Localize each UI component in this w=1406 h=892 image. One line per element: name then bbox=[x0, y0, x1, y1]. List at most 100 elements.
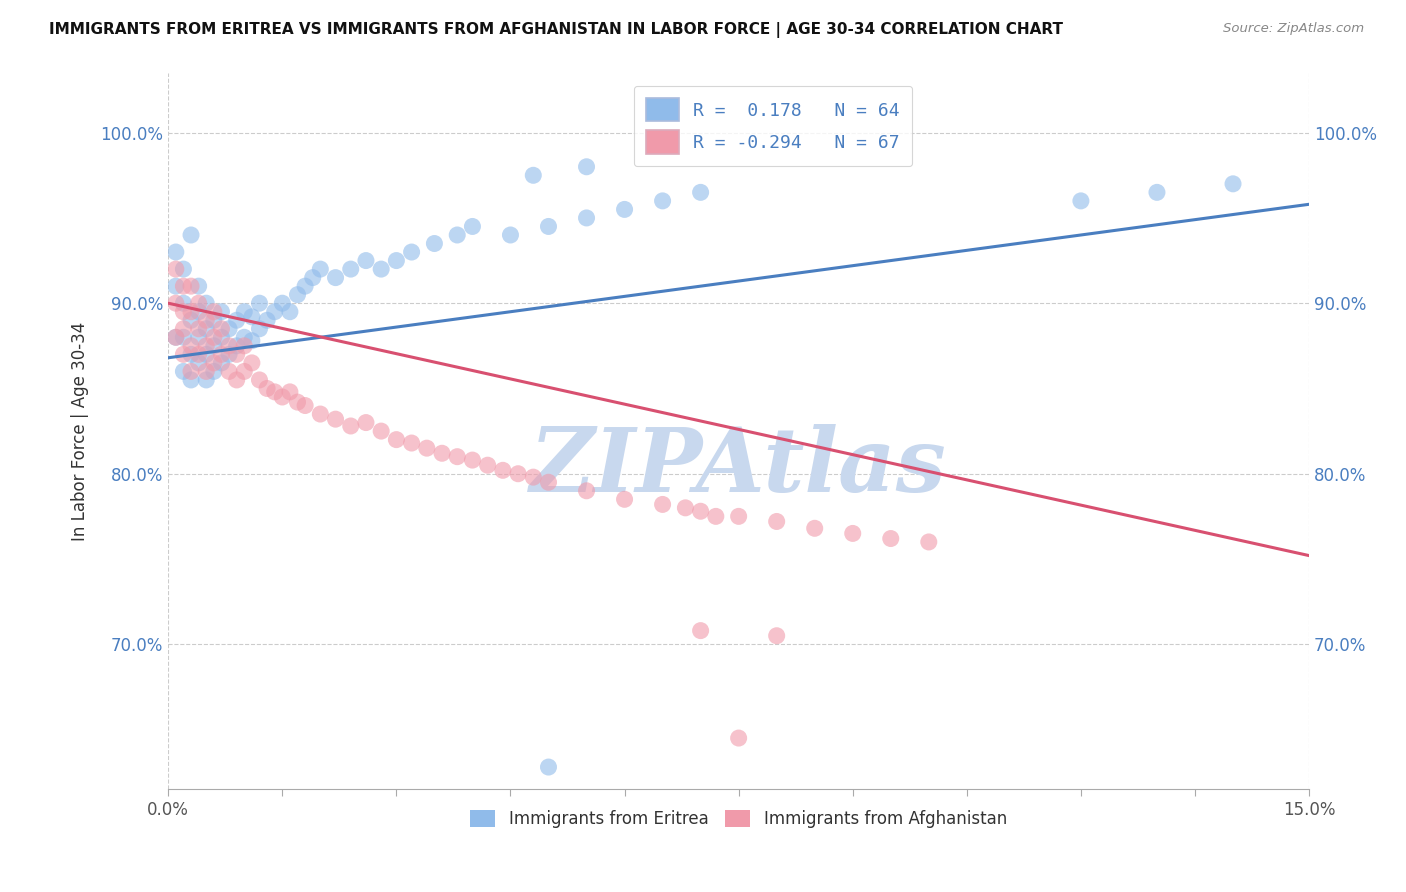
Point bbox=[256, 382, 278, 396]
Point bbox=[492, 463, 515, 477]
Point bbox=[803, 521, 825, 535]
Point bbox=[430, 446, 453, 460]
Point bbox=[195, 373, 218, 387]
Point bbox=[278, 304, 301, 318]
Point bbox=[575, 160, 598, 174]
Point bbox=[522, 169, 544, 183]
Point bbox=[233, 339, 256, 353]
Point bbox=[918, 535, 941, 549]
Point bbox=[499, 227, 522, 242]
Point bbox=[187, 356, 209, 370]
Point bbox=[165, 330, 187, 344]
Point bbox=[461, 453, 484, 467]
Point bbox=[301, 270, 323, 285]
Point bbox=[651, 498, 673, 512]
Point bbox=[211, 330, 233, 344]
Point bbox=[385, 253, 408, 268]
Point bbox=[278, 384, 301, 399]
Point bbox=[195, 339, 218, 353]
Point bbox=[401, 436, 423, 450]
Point bbox=[172, 322, 194, 336]
Point bbox=[1146, 186, 1168, 200]
Point bbox=[172, 262, 194, 277]
Point bbox=[187, 322, 209, 336]
Point bbox=[537, 219, 560, 234]
Point bbox=[339, 419, 361, 434]
Point bbox=[575, 211, 598, 225]
Point bbox=[180, 347, 202, 361]
Point bbox=[211, 356, 233, 370]
Point bbox=[165, 245, 187, 260]
Point bbox=[727, 509, 749, 524]
Point bbox=[249, 296, 271, 310]
Point bbox=[370, 262, 392, 277]
Legend: Immigrants from Eritrea, Immigrants from Afghanistan: Immigrants from Eritrea, Immigrants from… bbox=[464, 803, 1014, 835]
Point bbox=[225, 313, 247, 327]
Point bbox=[325, 412, 347, 426]
Point bbox=[172, 330, 194, 344]
Point bbox=[240, 334, 263, 348]
Point bbox=[385, 433, 408, 447]
Point bbox=[309, 407, 332, 421]
Point bbox=[651, 194, 673, 208]
Point bbox=[180, 339, 202, 353]
Point bbox=[195, 296, 218, 310]
Point bbox=[880, 532, 903, 546]
Point bbox=[218, 347, 240, 361]
Point bbox=[202, 356, 225, 370]
Point bbox=[187, 347, 209, 361]
Point bbox=[180, 279, 202, 293]
Point bbox=[765, 629, 787, 643]
Point bbox=[461, 219, 484, 234]
Point bbox=[256, 313, 278, 327]
Point bbox=[673, 500, 696, 515]
Point bbox=[613, 202, 636, 217]
Text: ZIPAtlas: ZIPAtlas bbox=[530, 424, 948, 510]
Point bbox=[841, 526, 863, 541]
Point bbox=[271, 296, 294, 310]
Point bbox=[180, 364, 202, 378]
Point bbox=[613, 492, 636, 507]
Point bbox=[187, 330, 209, 344]
Point bbox=[240, 356, 263, 370]
Text: IMMIGRANTS FROM ERITREA VS IMMIGRANTS FROM AFGHANISTAN IN LABOR FORCE | AGE 30-3: IMMIGRANTS FROM ERITREA VS IMMIGRANTS FR… bbox=[49, 22, 1063, 38]
Point bbox=[172, 364, 194, 378]
Point bbox=[370, 424, 392, 438]
Point bbox=[689, 186, 711, 200]
Point bbox=[446, 450, 468, 464]
Point bbox=[423, 236, 446, 251]
Point bbox=[354, 253, 377, 268]
Point bbox=[309, 262, 332, 277]
Point bbox=[225, 339, 247, 353]
Point bbox=[233, 330, 256, 344]
Point bbox=[180, 304, 202, 318]
Point bbox=[195, 322, 218, 336]
Point bbox=[195, 313, 218, 327]
Point bbox=[225, 373, 247, 387]
Point bbox=[202, 313, 225, 327]
Point bbox=[202, 304, 225, 318]
Point bbox=[202, 330, 225, 344]
Point bbox=[211, 322, 233, 336]
Point bbox=[165, 296, 187, 310]
Point bbox=[195, 364, 218, 378]
Point bbox=[537, 475, 560, 490]
Point bbox=[165, 262, 187, 277]
Point bbox=[325, 270, 347, 285]
Point bbox=[225, 347, 247, 361]
Point bbox=[202, 364, 225, 378]
Point bbox=[187, 304, 209, 318]
Point bbox=[180, 373, 202, 387]
Point bbox=[187, 279, 209, 293]
Point bbox=[522, 470, 544, 484]
Point bbox=[271, 390, 294, 404]
Point bbox=[704, 509, 727, 524]
Point bbox=[294, 279, 316, 293]
Point bbox=[1070, 194, 1092, 208]
Point bbox=[287, 395, 309, 409]
Point bbox=[446, 227, 468, 242]
Point bbox=[172, 347, 194, 361]
Point bbox=[172, 304, 194, 318]
Point bbox=[202, 339, 225, 353]
Point bbox=[211, 304, 233, 318]
